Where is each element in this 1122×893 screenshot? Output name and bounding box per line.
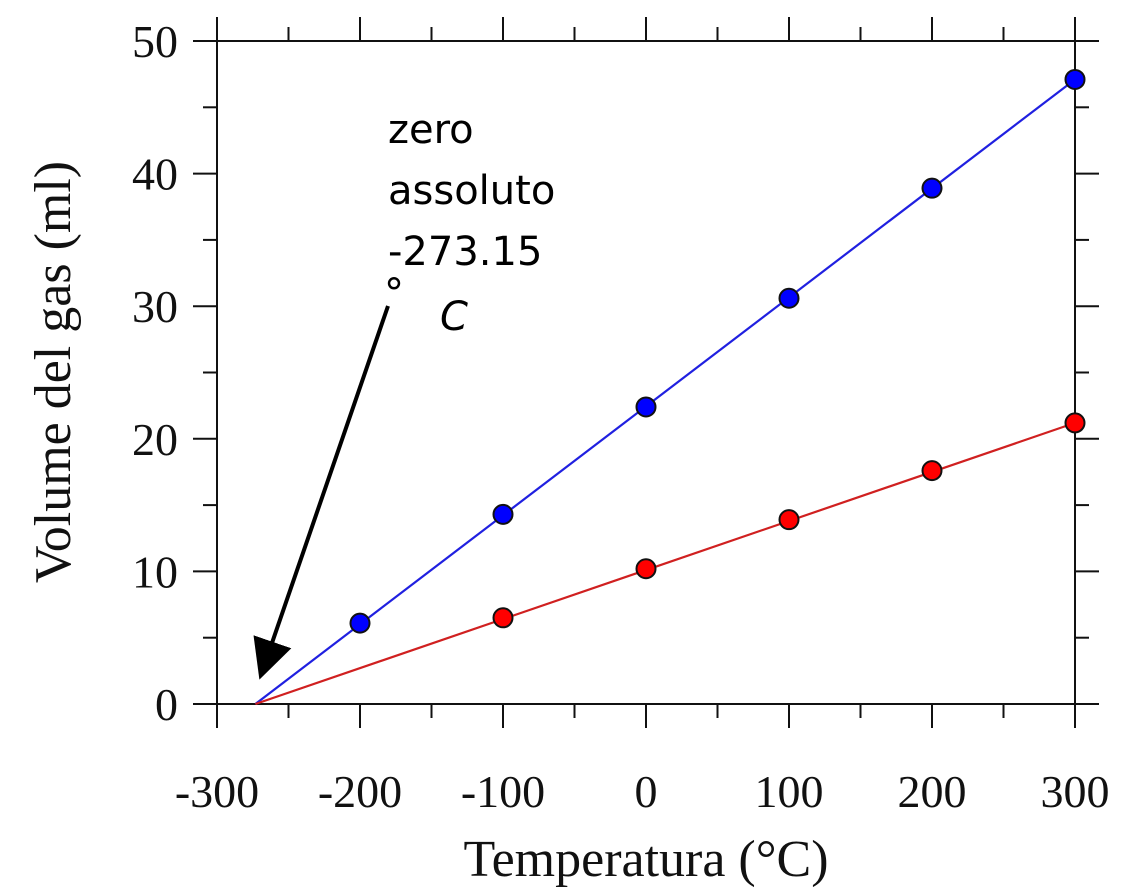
x-tick-label: 300 (1041, 766, 1110, 817)
series-1-point (635, 396, 657, 418)
y-tick-labels: 0 10 20 30 40 50 (132, 16, 178, 730)
series-2-fit-line (255, 421, 1076, 706)
series-2-point (921, 460, 943, 482)
annotation-line-3: -273.15 (388, 229, 542, 275)
x-tick-label: 200 (898, 766, 967, 817)
x-tick-label: -100 (461, 766, 545, 817)
series-1-fit-line (254, 78, 1076, 705)
series-2-point (778, 509, 800, 531)
series-1-point (921, 177, 943, 199)
x-axis-title: Temperatura (°C) (463, 831, 828, 888)
x-tick-labels: -300 -200 -100 0 100 200 300 (175, 766, 1110, 817)
x-tick-label: 100 (755, 766, 824, 817)
series-1-point (349, 612, 371, 634)
plot-frame (216, 40, 1076, 705)
y-tick-label: 40 (132, 149, 178, 200)
y-tick-label: 0 (155, 679, 178, 730)
series-1-point (492, 503, 514, 525)
fit-lines (254, 78, 1076, 706)
series-1-point (778, 287, 800, 309)
series-1-point (1064, 68, 1086, 90)
y-tick-label: 10 (132, 546, 178, 597)
annotation-unit: C (440, 294, 468, 340)
data-points (349, 68, 1086, 634)
y-tick-label: 50 (132, 16, 178, 67)
axis-ticks (193, 17, 1099, 728)
series-2-point (1064, 412, 1086, 434)
x-tick-label: -300 (175, 766, 259, 817)
x-tick-label: -200 (318, 766, 402, 817)
annotation-degree-symbol: ° (384, 271, 404, 317)
y-tick-label: 20 (132, 414, 178, 465)
series-2-point (492, 607, 514, 629)
absolute-zero-annotation: zero assoluto -273.15 ° C (253, 107, 555, 680)
annotation-arrow (253, 305, 390, 680)
annotation-line-1: zero (388, 107, 474, 153)
y-axis-title: Volume del gas (ml) (25, 161, 82, 583)
series-2-point (635, 558, 657, 580)
x-tick-label: 0 (635, 766, 658, 817)
y-tick-label: 30 (132, 281, 178, 332)
annotation-line-2: assoluto (388, 168, 555, 214)
